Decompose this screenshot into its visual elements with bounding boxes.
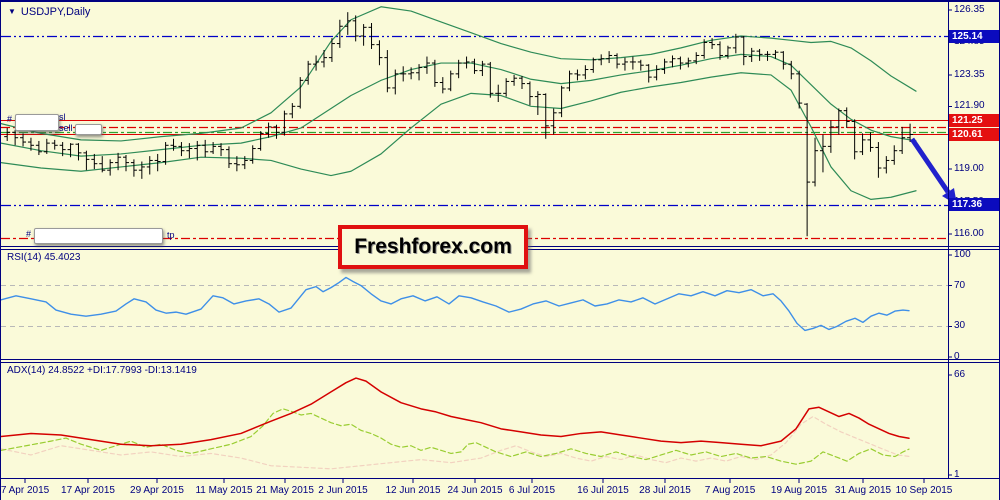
order-number-redacted-box: [15, 114, 59, 131]
order-tp-label: tp: [167, 230, 175, 240]
date-label: 24 Jun 2015: [447, 485, 503, 496]
date-label: 21 May 2015: [256, 485, 314, 496]
date-label: 2 Jun 2015: [318, 485, 368, 496]
price-badge: 125.14: [949, 29, 999, 43]
date-label: 12 Jun 2015: [385, 485, 441, 496]
adx-axis-label: 1: [954, 468, 960, 480]
date-label: 31 Aug 2015: [834, 485, 892, 496]
date-label: 19 Aug 2015: [770, 485, 828, 496]
order-sell-label: sell: [59, 123, 73, 133]
date-label: 6 Jul 2015: [508, 485, 556, 496]
price-badge: 121.25: [949, 113, 999, 127]
chevron-down-icon: ▼: [8, 7, 16, 16]
rsi-axis-label: 0: [954, 351, 960, 362]
rsi-axis-label: 70: [954, 279, 966, 291]
date-label: 7 Apr 2015: [0, 485, 50, 496]
price-axis-label: 123.35: [954, 68, 985, 80]
date-label: 29 Apr 2015: [130, 485, 184, 496]
watermark-box: Freshforex.com: [338, 225, 528, 269]
order-sl-label: sl: [59, 112, 66, 122]
date-label: 17 Apr 2015: [61, 485, 115, 496]
order-price-redacted-box: [75, 124, 102, 135]
price-axis-label: 119.00: [954, 163, 984, 175]
symbol-title: ▼ USDJPY,Daily: [8, 6, 90, 18]
rsi-axis-label: 100: [954, 249, 971, 260]
symbol-title-label: USDJPY,Daily: [20, 6, 91, 18]
order-tp-hash: #: [26, 229, 32, 239]
rsi-panel-label: RSI(14) 45.4023: [7, 252, 81, 263]
order-sell-hash: #: [7, 114, 13, 124]
date-label: 16 Jul 2015: [577, 485, 629, 496]
date-label: 7 Aug 2015: [704, 485, 756, 496]
price-axis-label: 126.35: [954, 4, 985, 15]
price-badge: 120.61: [949, 127, 999, 141]
date-label: 28 Jul 2015: [639, 485, 691, 496]
rsi-axis-label: 30: [954, 320, 966, 332]
price-axis-label: 121.90: [954, 100, 985, 112]
order-tp-redacted-box: [34, 228, 163, 244]
date-label: 10 Sep 2015: [895, 485, 953, 496]
price-axis-label: 116.00: [954, 228, 984, 240]
date-label: 11 May 2015: [195, 485, 253, 496]
adx-axis-label: 66: [954, 369, 966, 380]
adx-panel-label: ADX(14) 24.8522 +DI:17.7993 -DI:13.1419: [7, 365, 197, 376]
watermark-text: Freshforex.com: [354, 235, 512, 258]
price-badge: 117.36: [949, 198, 999, 212]
